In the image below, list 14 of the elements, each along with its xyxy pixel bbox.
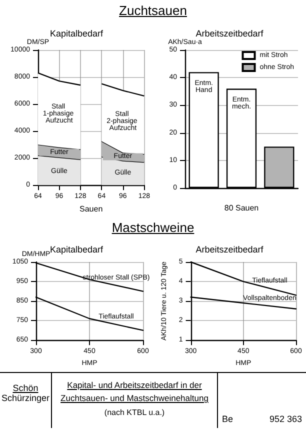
- text: Be: [222, 414, 234, 424]
- chart-title: Kapitalbedarf: [50, 28, 104, 38]
- text: Schürzinger: [0, 393, 51, 403]
- text: (nach KTBL u.a.): [103, 408, 166, 417]
- x-axis-title: 80 Sauen: [224, 204, 259, 212]
- text: 952 363: [269, 414, 302, 424]
- chart-subtitle: Zuchtsauen: [118, 3, 188, 18]
- text: Kapital- und Arbeitszeitbedarf in der Zuchtsauen- und Mastschweinehaltung: [60, 379, 210, 405]
- chart-title: Kapitalbedarf: [50, 244, 104, 254]
- text: Schön: [12, 383, 40, 393]
- chart-title: Arbeitszeitbedarf: [196, 28, 264, 38]
- chart-title: Arbeitszeitbedarf: [196, 244, 264, 254]
- chart-subtitle: Mastschweine: [110, 220, 196, 235]
- x-axis-title: Sauen: [80, 204, 103, 214]
